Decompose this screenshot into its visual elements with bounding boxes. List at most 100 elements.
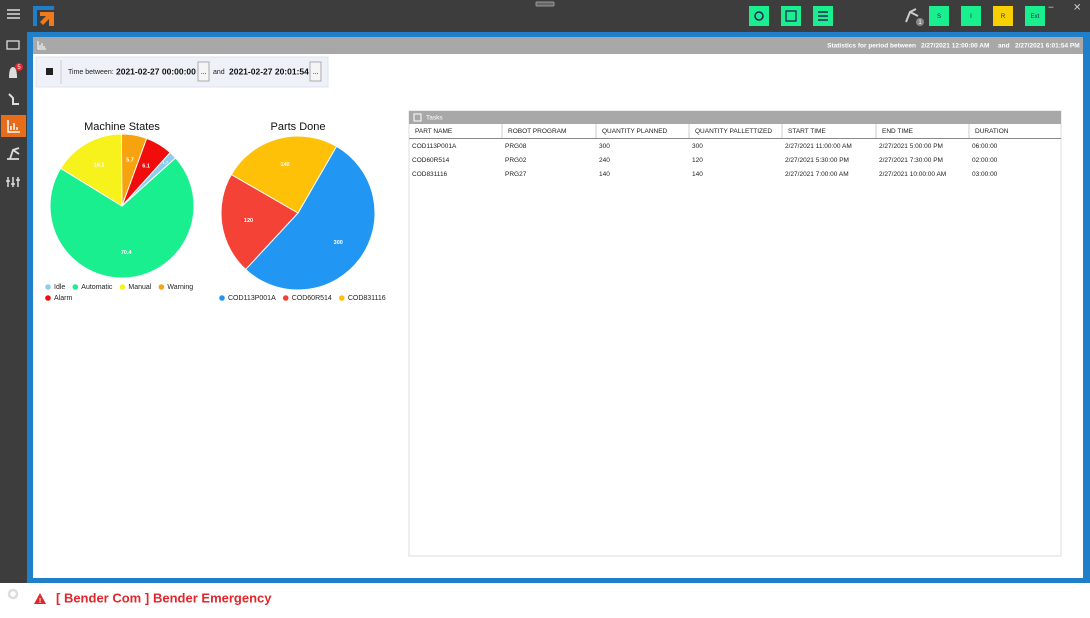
mode-button-label: Ext (1031, 14, 1040, 20)
column-header: DURATION (975, 128, 1009, 135)
header-label: Statistics for period between (827, 43, 916, 50)
legend-label: COD113P001A (228, 295, 276, 302)
filter-end: 2021-02-27 20:01:54 (229, 66, 309, 76)
legend-dot (339, 295, 345, 301)
minimize[interactable]: − (1048, 3, 1054, 14)
table-cell: 120 (692, 157, 703, 164)
table-cell: 140 (692, 171, 703, 178)
logo-part (40, 12, 54, 26)
charts: Machine States 1.7 70.4 16.1 5.7 6.1 Idle Autom… (45, 121, 386, 302)
table-cell: 2/27/2021 7:30:00 PM (879, 157, 943, 164)
picker-button[interactable] (197, 61, 210, 82)
table-cell: COD60R514 (412, 157, 450, 164)
filter-and: and (213, 69, 225, 76)
pie-slice (121, 137, 171, 207)
legend-label: Idle (54, 284, 65, 291)
table-cell: 140 (599, 171, 610, 178)
image-icon (785, 10, 797, 22)
table-cell: 2/27/2021 5:00:00 PM (879, 143, 943, 150)
tasks-icon (413, 113, 422, 122)
legend-label: Warning (167, 284, 193, 291)
legend-dot (158, 284, 165, 290)
slice-label: 120 (244, 218, 253, 224)
column-header: QUANTITY PALLETTIZED (695, 128, 772, 135)
bell-icon[interactable] (9, 67, 17, 78)
table-cell: 03:00:00 (972, 171, 998, 178)
slice-label: 16.1 (94, 163, 105, 169)
column-header: START TIME (788, 128, 826, 135)
table-cell: 240 (599, 157, 610, 164)
tool-button[interactable] (749, 6, 769, 26)
header-and: and (998, 43, 1010, 50)
table-cell: COD113P001A (412, 143, 457, 150)
table-cell: 2/27/2021 7:00:00 AM (785, 171, 849, 178)
column-header: QUANTITY PLANNED (602, 128, 668, 135)
mode-button[interactable] (1025, 6, 1045, 26)
table-cell: 06:00:00 (972, 143, 998, 150)
table-cell: 2/27/2021 10:00:00 AM (879, 171, 946, 178)
picker-label: ... (313, 69, 319, 76)
robot-arm (905, 8, 919, 23)
robot-nav-icon[interactable] (7, 147, 20, 160)
sidebar (0, 0, 27, 583)
hand-icon[interactable] (8, 93, 19, 105)
status-message: Bender Emergency (153, 590, 272, 605)
close[interactable]: ✕ (1073, 3, 1081, 14)
logo-part (33, 6, 54, 26)
grip (535, 1, 555, 7)
mode-button-label: I (970, 14, 972, 20)
robot-icon[interactable]: 1 (905, 8, 924, 26)
alarm-badge-bg (15, 63, 23, 71)
filter-label: Time between: (68, 69, 114, 76)
mode-button[interactable] (961, 6, 981, 26)
gear-icon (754, 11, 764, 21)
chart-title: Parts Done (270, 121, 325, 133)
legend-label: Manual (128, 284, 151, 291)
column-header: ROBOT PROGRAM (508, 128, 566, 135)
mode-button[interactable] (993, 6, 1013, 26)
slice-label: 70.4 (121, 250, 133, 256)
pie-slice (59, 133, 123, 207)
slice-label: 5.7 (126, 157, 134, 163)
tasks-title: Tasks (426, 115, 443, 122)
pie-slice (244, 145, 376, 291)
header-to: 2/27/2021 6:01:54 PM (1015, 43, 1080, 50)
picker-button[interactable] (309, 61, 322, 82)
settings-icon[interactable] (7, 588, 19, 600)
mode-button[interactable] (929, 6, 949, 26)
table-cell: PRG02 (505, 157, 527, 164)
legend-dot (219, 295, 225, 301)
slice-label: 140 (280, 162, 289, 168)
sliders-icon[interactable] (6, 177, 20, 187)
slice-label: 300 (334, 240, 343, 246)
pie-slice (220, 173, 299, 271)
statistics-header (33, 37, 1083, 54)
save-icon[interactable] (46, 68, 53, 75)
logo (33, 6, 54, 26)
tool-button[interactable] (781, 6, 801, 26)
tasks-header (409, 111, 1061, 124)
legend-dot (45, 295, 51, 301)
robot-badge: 1 (918, 20, 922, 26)
slice-label: 1.7 (163, 160, 169, 165)
header-icon (37, 41, 46, 50)
legend-dot (45, 284, 51, 290)
slice-label: 6.1 (142, 163, 150, 169)
table-cell: 02:00:00 (972, 157, 998, 164)
table-cell: COD831116 (412, 171, 448, 178)
legend-dot (119, 284, 126, 290)
filter-start: 2021-02-27 00:00:00 (116, 66, 196, 76)
menu-icon[interactable] (7, 9, 20, 19)
mode-button-label: S (937, 14, 941, 20)
alarm-badge: 5 (17, 65, 21, 71)
stats-icon (7, 120, 20, 133)
table-cell: 2/27/2021 11:00:00 AM (785, 143, 852, 150)
robot-badge-bg (916, 18, 924, 26)
monitor-icon[interactable] (6, 40, 20, 50)
legend-label: Automatic (81, 284, 113, 291)
mode-buttons: S I R Ext (929, 6, 1045, 26)
pie-slice (49, 157, 195, 279)
picker-label: ... (201, 69, 207, 76)
table-cell: PRG08 (505, 143, 527, 150)
legend-dot (282, 295, 289, 301)
